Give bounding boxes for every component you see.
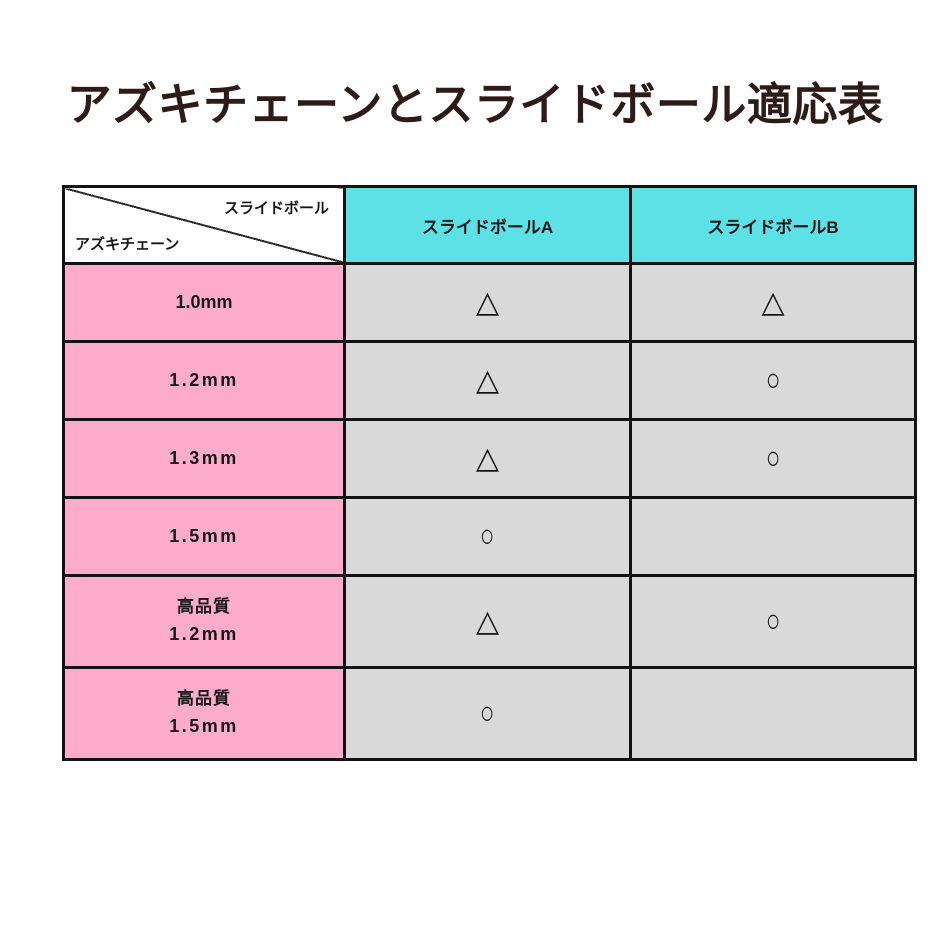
- value-cell-a: ○: [343, 666, 632, 761]
- value-cell-b: ○: [629, 340, 917, 421]
- row-label-line2: 1.5mm: [169, 715, 239, 736]
- row-label: 1.0mm: [175, 291, 233, 312]
- value-cell-a: △: [343, 340, 632, 421]
- cell-symbol: ○: [480, 695, 495, 731]
- row-label-cell: 1.5mm: [62, 496, 346, 577]
- cell-symbol: ○: [480, 518, 495, 554]
- table-row: 高品質 1.5mm ○: [62, 666, 917, 761]
- row-label: 1.2mm: [169, 369, 239, 390]
- compatibility-table: スライドボール アズキチェーン スライドボールA スライドボールB 1.0mm …: [62, 185, 917, 761]
- row-label: 1.3mm: [169, 447, 239, 468]
- corner-bottom-label: アズキチェーン: [75, 236, 180, 253]
- row-label-line2: 1.2mm: [169, 623, 239, 644]
- corner-top-label: スライドボール: [223, 200, 329, 217]
- table-row: 1.0mm △ △: [62, 262, 917, 343]
- row-label-cell: 1.2mm: [62, 340, 346, 421]
- cell-symbol: △: [761, 285, 785, 319]
- row-label-cell: 1.3mm: [62, 418, 346, 499]
- row-label-cell: 高品質 1.2mm: [62, 574, 346, 669]
- page-title: アズキチェーンとスライドボール適応表: [66, 79, 884, 130]
- cell-symbol: ○: [765, 440, 781, 476]
- corner-cell: スライドボール アズキチェーン: [62, 185, 346, 265]
- cell-symbol: △: [475, 363, 500, 397]
- table-row: 1.3mm △ ○: [62, 418, 917, 499]
- column-header-slide-ball-a: スライドボールA: [343, 185, 632, 265]
- table-row: 1.5mm ○: [62, 496, 917, 577]
- cell-symbol: ○: [765, 362, 781, 398]
- row-label: 高品質: [177, 597, 231, 617]
- value-cell-a: △: [343, 262, 632, 343]
- cell-symbol: △: [475, 441, 500, 475]
- value-cell-b: [629, 496, 917, 577]
- value-cell-b: ○: [629, 418, 917, 499]
- header-row: スライドボール アズキチェーン スライドボールA スライドボールB: [62, 185, 917, 265]
- table-row: 1.2mm △ ○: [62, 340, 917, 421]
- cell-symbol: △: [475, 604, 500, 638]
- column-header-slide-ball-b: スライドボールB: [629, 185, 917, 265]
- cell-symbol: △: [475, 285, 500, 319]
- cell-symbol: ○: [765, 603, 781, 639]
- table-row: 高品質 1.2mm △ ○: [62, 574, 917, 669]
- row-label-cell: 高品質 1.5mm: [62, 666, 346, 761]
- row-label: 1.5mm: [169, 525, 239, 546]
- value-cell-a: △: [343, 574, 632, 669]
- value-cell-a: ○: [343, 496, 632, 577]
- value-cell-b: [629, 666, 917, 761]
- value-cell-b: ○: [629, 574, 917, 669]
- row-label-cell: 1.0mm: [62, 262, 346, 343]
- value-cell-b: △: [629, 262, 917, 343]
- row-label: 高品質: [177, 689, 231, 709]
- value-cell-a: △: [343, 418, 632, 499]
